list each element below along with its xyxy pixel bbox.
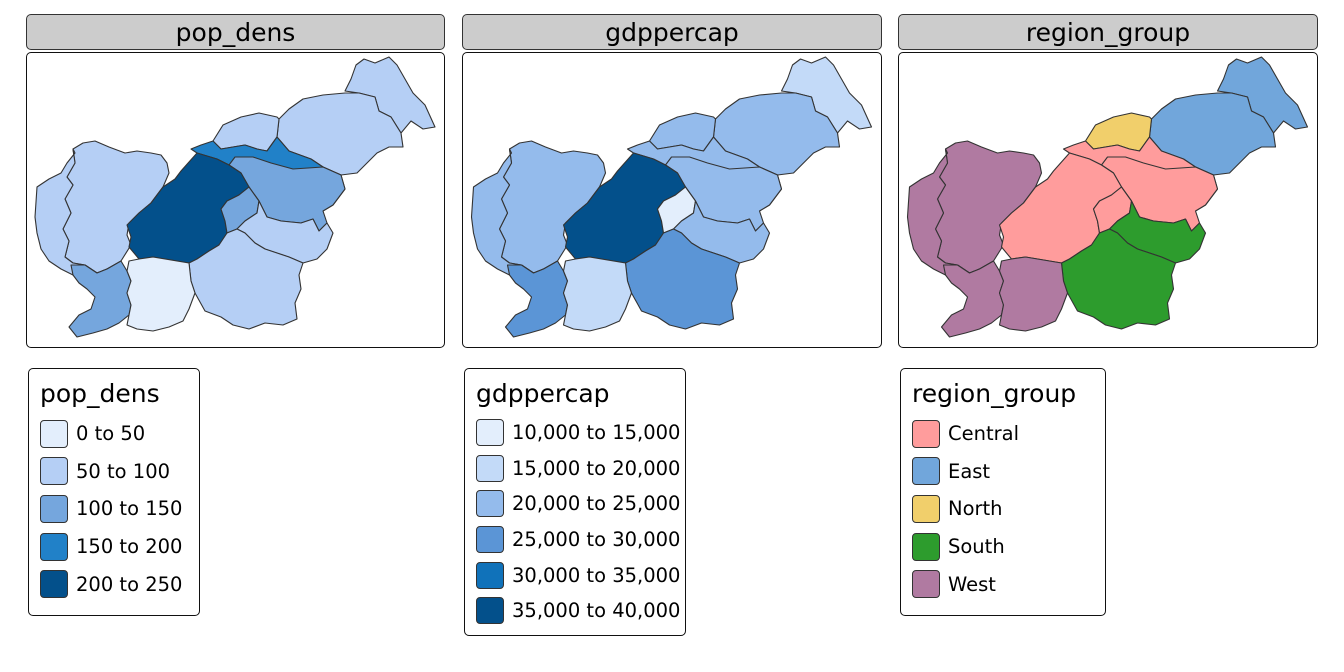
region-polygon	[34, 148, 108, 284]
legend-label: East	[948, 459, 991, 483]
facet-title-label: pop_dens	[175, 17, 296, 47]
legend-title: gdppercap	[476, 379, 610, 408]
legend-swatch	[40, 457, 68, 486]
facet-title-label: gdppercap	[605, 17, 739, 47]
region-polygon	[940, 260, 1005, 338]
legend-swatch	[40, 419, 68, 448]
region-polygon	[504, 260, 569, 338]
region-polygon	[470, 148, 545, 284]
legend-label: South	[948, 535, 1005, 559]
facet-title-gdppercap: gdppercap	[462, 14, 882, 50]
slovenia-map	[470, 56, 873, 338]
legend-label: 10,000 to 15,000	[512, 421, 681, 445]
legend-swatch	[476, 561, 504, 589]
legend-gdppercap: gdppercap 10,000 to 15,000 15,000 to 20,0…	[464, 368, 686, 636]
legend-label: 25,000 to 30,000	[512, 528, 681, 552]
legend-title: pop_dens	[40, 379, 160, 408]
legend-item: West	[912, 565, 1095, 603]
map-panel-region-group	[898, 52, 1318, 348]
legend-swatch	[912, 494, 940, 523]
map-panel-gdppercap	[462, 52, 882, 348]
legend-item: South	[912, 528, 1095, 566]
legend-label: 100 to 150	[76, 497, 183, 521]
legend-item: 15,000 to 20,000	[476, 451, 680, 487]
facet-title-region-group: region_group	[898, 14, 1318, 50]
legend-item: 20,000 to 25,000	[476, 486, 680, 522]
legend-label: 150 to 200	[76, 535, 183, 559]
legend-items: 0 to 50 50 to 100 100 to 150 150 to 200 200 …	[40, 415, 189, 603]
legend-swatch	[40, 494, 68, 523]
region-polygon	[998, 256, 1069, 332]
legend-swatch	[40, 532, 68, 561]
legend-swatch	[912, 570, 940, 599]
legend-label: North	[948, 497, 1003, 521]
legend-label: 35,000 to 40,000	[512, 599, 681, 623]
legend-label: 30,000 to 35,000	[512, 563, 681, 587]
legend-swatch	[476, 419, 504, 447]
legend-label: 20,000 to 25,000	[512, 492, 681, 516]
legend-swatch	[476, 526, 504, 554]
legend-region-group: region_group Central East North South West	[900, 368, 1106, 616]
legend-swatch	[476, 490, 504, 518]
legend-pop-dens: pop_dens 0 to 50 50 to 100 100 to 150 150 t…	[28, 368, 200, 616]
legend-swatch	[40, 570, 68, 599]
facet-title-label: region_group	[1025, 17, 1191, 47]
legend-item: North	[912, 490, 1095, 528]
facet-title-pop-dens: pop_dens	[26, 14, 445, 50]
legend-label: West	[948, 572, 996, 596]
legend-item: East	[912, 453, 1095, 491]
legend-item: 150 to 200	[40, 528, 189, 566]
legend-items: 10,000 to 15,000 15,000 to 20,000 20,000 t…	[476, 415, 680, 629]
legend-items: Central East North South West	[912, 415, 1095, 603]
region-polygon	[126, 256, 196, 332]
map-panel-pop-dens	[26, 52, 445, 348]
legend-item: 0 to 50	[40, 415, 189, 453]
legend-swatch	[476, 454, 504, 482]
legend-item: 100 to 150	[40, 490, 189, 528]
region-polygon	[562, 256, 633, 332]
region-polygon	[906, 148, 981, 284]
legend-swatch	[912, 457, 940, 486]
legend-item: 200 to 250	[40, 565, 189, 603]
legend-item: 30,000 to 35,000	[476, 557, 680, 593]
legend-swatch	[912, 419, 940, 448]
legend-label: 15,000 to 20,000	[512, 456, 681, 480]
legend-item: 50 to 100	[40, 453, 189, 491]
legend-label: 200 to 250	[76, 572, 183, 596]
legend-swatch	[912, 532, 940, 561]
legend-item: 10,000 to 15,000	[476, 415, 680, 451]
region-polygon	[68, 260, 132, 338]
legend-swatch	[476, 597, 504, 625]
legend-title: region_group	[912, 379, 1077, 408]
legend-item: 35,000 to 40,000	[476, 593, 680, 629]
slovenia-map	[906, 56, 1309, 338]
legend-item: Central	[912, 415, 1095, 453]
legend-label: Central	[948, 422, 1020, 446]
legend-label: 0 to 50	[76, 422, 146, 446]
legend-label: 50 to 100	[76, 459, 171, 483]
slovenia-map	[34, 56, 436, 338]
legend-item: 25,000 to 30,000	[476, 522, 680, 558]
